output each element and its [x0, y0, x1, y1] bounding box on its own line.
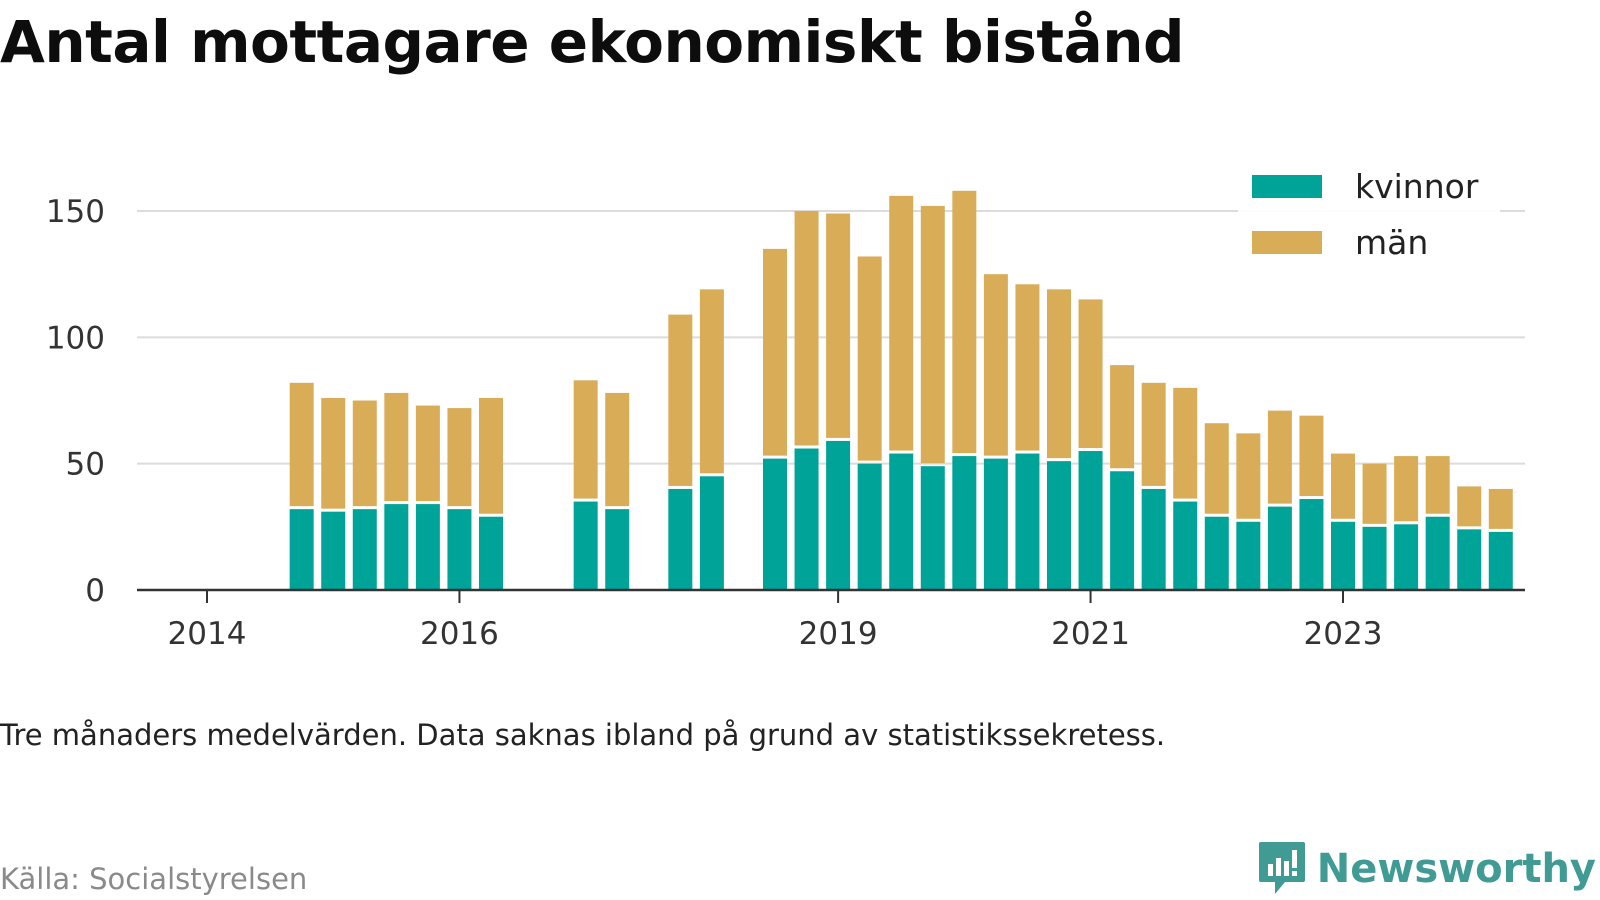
bar-kvinnor[interactable]: [1141, 488, 1166, 590]
legend-swatch: [1252, 175, 1322, 198]
bar-kvinnor[interactable]: [1015, 453, 1040, 590]
bar-man[interactable]: [1457, 486, 1482, 527]
x-tick-label: 2014: [168, 616, 247, 652]
bar-man[interactable]: [1267, 410, 1292, 504]
bar-kvinnor[interactable]: [699, 476, 724, 590]
brand-logo[interactable]: Newsworthy: [1257, 840, 1596, 898]
bar-man[interactable]: [447, 408, 472, 507]
x-tick-label: 2019: [799, 616, 878, 652]
bar-kvinnor[interactable]: [826, 440, 851, 590]
bar-man[interactable]: [384, 392, 409, 502]
bar-kvinnor[interactable]: [321, 511, 346, 590]
bar-kvinnor[interactable]: [1457, 529, 1482, 590]
bar-man[interactable]: [826, 213, 851, 438]
bar-man[interactable]: [1425, 456, 1450, 514]
bars: [289, 190, 1513, 590]
bar-man[interactable]: [1141, 382, 1166, 486]
bar-kvinnor[interactable]: [352, 509, 377, 590]
bar-kvinnor[interactable]: [1236, 521, 1261, 590]
bar-kvinnor[interactable]: [983, 458, 1008, 590]
y-tick-label: 0: [85, 573, 105, 609]
bar-man[interactable]: [668, 314, 693, 486]
bar-man[interactable]: [1331, 453, 1355, 519]
newsworthy-logo-icon: [1258, 842, 1305, 894]
bar-man[interactable]: [479, 397, 503, 514]
axes: 0 50 100 150 2014 2016 2019 2021 2023: [46, 194, 1525, 652]
bar-kvinnor[interactable]: [1078, 451, 1103, 590]
bar-man[interactable]: [889, 195, 914, 451]
bar-kvinnor[interactable]: [605, 509, 630, 590]
bar-kvinnor[interactable]: [447, 509, 472, 590]
x-tick-label: 2016: [420, 616, 499, 652]
bar-kvinnor[interactable]: [1047, 461, 1071, 590]
bar-man[interactable]: [1015, 284, 1040, 451]
bar-man[interactable]: [352, 400, 377, 507]
bar-man[interactable]: [1488, 488, 1513, 529]
bar-man[interactable]: [699, 289, 724, 474]
bar-man[interactable]: [1110, 365, 1135, 469]
bar-kvinnor[interactable]: [1425, 516, 1450, 590]
bar-kvinnor[interactable]: [1394, 524, 1419, 590]
legend-swatch: [1252, 231, 1322, 254]
bar-man[interactable]: [415, 405, 440, 502]
bar-man[interactable]: [605, 392, 630, 507]
bar-man[interactable]: [289, 382, 314, 507]
bar-kvinnor[interactable]: [668, 488, 693, 590]
bar-kvinnor[interactable]: [920, 466, 945, 590]
bar-kvinnor[interactable]: [1299, 499, 1324, 590]
bar-kvinnor[interactable]: [1488, 531, 1513, 590]
y-tick-label: 50: [66, 447, 105, 483]
bar-man[interactable]: [1078, 299, 1103, 449]
bar-man[interactable]: [1362, 463, 1387, 524]
bar-man[interactable]: [857, 256, 882, 461]
legend-label: män: [1355, 223, 1428, 262]
source-text: Källa: Socialstyrelsen: [0, 862, 308, 896]
bar-man[interactable]: [983, 274, 1008, 456]
bar-man[interactable]: [1173, 387, 1198, 499]
stacked-bar-chart: 0 50 100 150 2014 2016 2019 2021 2023 kvinnor män: [45, 163, 1525, 652]
y-tick-label: 150: [46, 194, 105, 230]
y-tick-label: 100: [46, 320, 105, 356]
bar-kvinnor[interactable]: [479, 516, 503, 590]
bar-kvinnor[interactable]: [763, 458, 787, 590]
bar-man[interactable]: [920, 205, 945, 464]
bar-man[interactable]: [952, 190, 977, 454]
legend: kvinnor män: [1238, 163, 1500, 275]
brand-name: Newsworthy: [1316, 846, 1596, 892]
bar-kvinnor[interactable]: [415, 504, 440, 590]
bar-man[interactable]: [1236, 433, 1261, 519]
bar-kvinnor[interactable]: [384, 504, 409, 590]
bar-kvinnor[interactable]: [889, 453, 914, 590]
chart-note: Tre månaders medelvärden. Data saknas ib…: [0, 718, 1166, 752]
bar-kvinnor[interactable]: [1204, 516, 1229, 590]
chart-title: Antal mottagare ekonomiskt bistånd: [0, 8, 1185, 76]
bar-kvinnor[interactable]: [1110, 471, 1135, 590]
bar-kvinnor[interactable]: [952, 456, 977, 590]
bar-kvinnor[interactable]: [794, 448, 819, 590]
bar-kvinnor[interactable]: [1362, 526, 1387, 590]
bar-man[interactable]: [794, 211, 819, 446]
bar-man[interactable]: [573, 380, 598, 499]
bar-man[interactable]: [1299, 415, 1324, 497]
bar-kvinnor[interactable]: [289, 509, 314, 590]
bar-man[interactable]: [1047, 289, 1071, 459]
x-tick-label: 2021: [1051, 616, 1130, 652]
bar-kvinnor[interactable]: [1173, 501, 1198, 590]
bar-kvinnor[interactable]: [573, 501, 598, 590]
bar-kvinnor[interactable]: [1331, 521, 1355, 590]
x-tick-label: 2023: [1304, 616, 1383, 652]
bar-man[interactable]: [321, 397, 346, 509]
bar-man[interactable]: [1204, 423, 1229, 514]
bar-kvinnor[interactable]: [857, 463, 882, 590]
legend-label: kvinnor: [1355, 167, 1479, 206]
bar-man[interactable]: [763, 248, 787, 456]
bar-kvinnor[interactable]: [1267, 506, 1292, 590]
bar-man[interactable]: [1394, 456, 1419, 522]
